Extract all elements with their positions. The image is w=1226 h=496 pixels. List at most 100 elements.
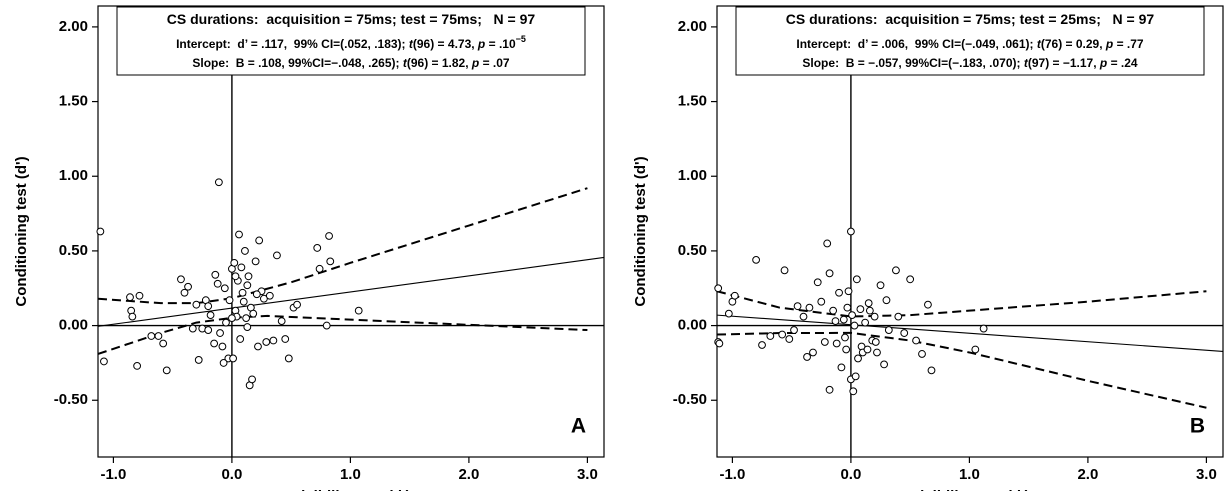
data-point (831, 317, 840, 326)
y-tick-label: 1.00 (59, 167, 88, 184)
annotation-segment: Intercept: d’ = .006, 99% CI=(−.049, .06… (796, 37, 1036, 51)
data-point (790, 326, 798, 334)
data-point (265, 291, 274, 300)
panel-label: A (571, 415, 586, 438)
data-point (715, 339, 724, 348)
annotation-line: Intercept: d’ = .117, 99% CI=(.052, .183… (176, 34, 526, 51)
data-point (188, 324, 197, 333)
data-point (154, 332, 163, 340)
annotation-line: CS durations: acquisition = 75ms; test =… (167, 11, 536, 27)
data-point (894, 312, 903, 321)
annotation-segment: t (409, 37, 414, 51)
data-point (809, 348, 817, 357)
data-point (778, 330, 787, 339)
data-point (249, 309, 258, 318)
y-tick-label: 0.00 (678, 317, 707, 334)
x-tick-label: 0.0 (840, 466, 861, 483)
data-point (255, 236, 264, 245)
data-point (192, 300, 201, 309)
y-axis-title: Conditioning test (d') (632, 156, 649, 306)
x-tick-label: -1.0 (100, 466, 126, 483)
data-point (848, 311, 856, 320)
annotation-segment: CS durations: acquisition = 75ms; test =… (167, 11, 536, 27)
data-point (880, 360, 888, 369)
annotation-line: Slope: B = .108, 99%CI=−.048, .265); t(9… (192, 56, 510, 70)
data-point (835, 288, 843, 297)
data-point (832, 339, 841, 348)
data-point (724, 309, 733, 318)
data-point (254, 342, 262, 351)
data-point (128, 312, 137, 321)
x-tick-label: 3.0 (577, 466, 598, 483)
data-point (222, 318, 230, 327)
data-point (354, 306, 363, 315)
data-point (159, 339, 168, 348)
y-tick-label: -0.50 (673, 391, 707, 408)
data-point (785, 335, 794, 343)
y-tick-label: 0.50 (678, 242, 707, 259)
y-tick-label: 2.00 (678, 18, 707, 35)
data-point (260, 294, 268, 303)
data-point (231, 272, 240, 281)
data-point (194, 356, 203, 364)
data-point (133, 362, 142, 370)
data-point (971, 345, 980, 354)
annotation-segment: (76) = 0.29, (1041, 37, 1106, 51)
y-tick-label: 2.00 (59, 18, 88, 35)
data-point (204, 326, 213, 334)
data-point (211, 270, 220, 279)
data-point (766, 332, 775, 340)
annotation-segment: Slope: B = −.057, 99%CI=(−.183, .070); (802, 56, 1023, 70)
x-tick-label: 1.0 (340, 466, 361, 483)
data-point (322, 321, 331, 330)
data-point (871, 338, 880, 346)
annotation-segment: p (471, 56, 479, 70)
y-tick-label: 1.00 (678, 167, 707, 184)
data-point (730, 291, 739, 300)
regression-line (97, 256, 605, 327)
panel-label: B (1190, 415, 1205, 438)
data-point (293, 300, 301, 309)
data-point (147, 332, 156, 340)
data-point (882, 296, 891, 305)
data-point (864, 299, 873, 308)
annotation-segment: p (1099, 56, 1107, 70)
annotation-segment: t (403, 56, 408, 70)
data-point (236, 335, 245, 343)
data-point (927, 366, 936, 375)
data-point (229, 354, 237, 363)
annotation-segment: = .77 (1113, 37, 1144, 51)
data-point (799, 312, 808, 321)
annotation-segment: (96) = 4.73, (413, 37, 478, 51)
data-point (162, 366, 171, 375)
data-point (281, 335, 290, 343)
annotation-segment: = .10 (485, 37, 516, 51)
data-point (912, 336, 920, 345)
data-point (805, 303, 814, 312)
data-point (96, 227, 105, 236)
data-point (803, 353, 811, 361)
y-tick-label: 0.50 (59, 242, 88, 259)
panel: 2.00 1.50 1.00 0.50 0.00 -0.50 -1.0 0.0 1.0 2.0 3.… (632, 5, 1224, 496)
data-point (849, 387, 858, 396)
data-point (243, 323, 252, 331)
data-point (863, 345, 872, 354)
annotation-segment: p (477, 37, 485, 51)
data-point (315, 264, 324, 273)
data-point (100, 357, 108, 366)
data-point (900, 329, 909, 337)
data-point (242, 314, 251, 323)
data-point (793, 302, 802, 311)
annotation-box (116, 6, 586, 76)
data-point (225, 296, 234, 305)
data-point (251, 257, 260, 266)
data-point (216, 329, 224, 337)
data-point (844, 287, 853, 296)
confidence-band (716, 331, 1207, 409)
data-point (842, 345, 851, 354)
y-tick-label: 1.50 (59, 93, 88, 110)
data-point (873, 348, 881, 357)
data-point (841, 333, 849, 342)
x-tick-label: 2.0 (1077, 466, 1098, 483)
